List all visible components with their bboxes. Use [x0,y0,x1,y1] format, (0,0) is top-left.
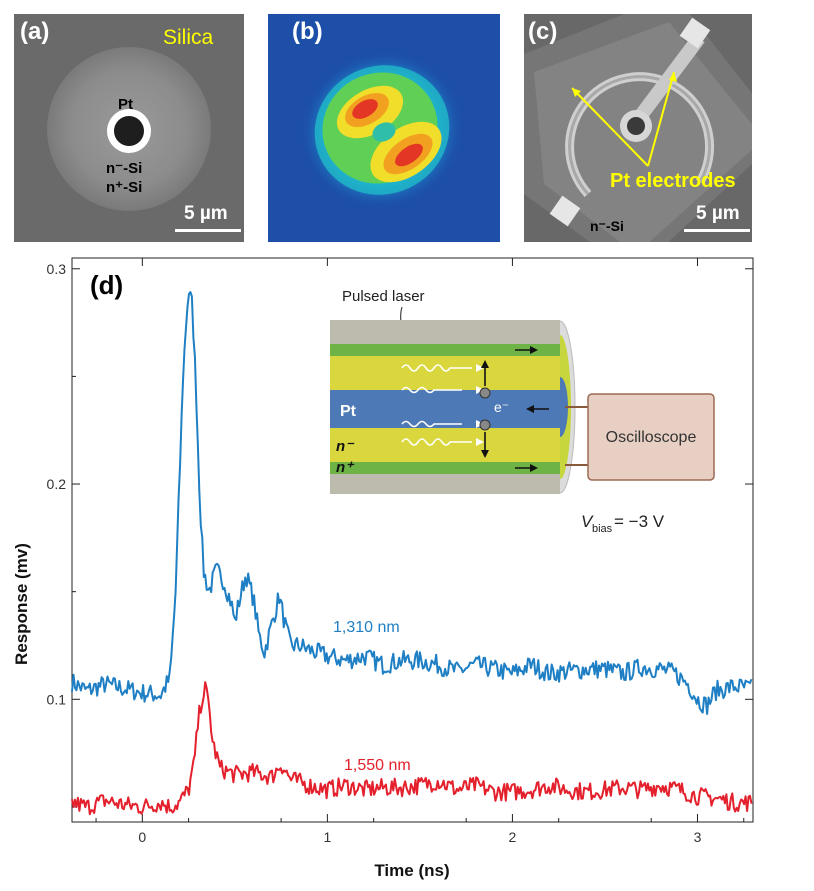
inset-pt-label: Pt [340,403,357,420]
panel-d-label: (d) [90,270,123,300]
pt-core-layer [330,390,560,428]
series-label-1550: 1,550 nm [344,757,411,774]
y-axis-title: Response (mv) [12,543,31,665]
scale-label-c: 5 µm [696,203,740,224]
callout-arrow-left [571,87,649,167]
panel-a: (a) Silica Pt n⁻-Si n⁺-Si 5 µm [14,14,244,242]
plot-frame [71,257,754,823]
callout-arrow-right [647,71,675,167]
pulsed-laser-label: Pulsed laser [342,288,425,305]
x-tick-label-3: 3 [694,829,702,845]
vbias-symbol: V [581,512,594,531]
panel-b: (b) [268,14,500,242]
n-plus-si-label: n⁺-Si [106,179,143,196]
vbias-value: = −3 V [614,512,665,531]
n-plus-layer-bottom [330,462,560,474]
oscilloscope-box [587,393,715,481]
panel-a-label: (a) [20,18,50,45]
y-tick-label-2: 0.3 [47,261,67,277]
silica-label: Silica [163,26,214,49]
panel-c: (c) Pt electrodes n⁻-Si 5 µm [524,14,752,242]
pt-core [114,116,144,146]
electron-bottom [479,419,491,431]
series-label-1310: 1,310 nm [333,619,400,636]
n-minus-si-label: n⁻-Si [106,160,143,177]
n-minus-si-label-c: n⁻-Si [590,218,624,234]
n-minus-layer-top [330,356,560,390]
x-tick-label-2: 2 [509,829,517,845]
x-axis-title: Time (ns) [374,861,449,880]
y-tick-label-1: 0.2 [47,476,67,492]
series-line-1550nm [71,681,753,816]
electron-top [479,387,491,399]
panel-b-mode-image [300,51,464,209]
panel-a-image [47,47,211,211]
panel-d-chart: 0 1 2 3 0.1 0.2 0.3 Time (ns) Response (mv) (d… [0,250,814,886]
n-plus-layer-top [330,344,560,356]
panel-c-image [524,14,752,242]
pt-electrodes-label: Pt electrodes [610,170,736,192]
oscilloscope-label: Oscilloscope [606,429,697,446]
inset-n-plus-label: n⁺ [336,459,355,476]
inset-n-minus-label: n⁻ [336,438,355,455]
scale-label-a: 5 µm [184,203,228,224]
series-line-1310nm [71,291,753,715]
vbias-subscript: bias [592,523,613,535]
panel-c-label: (c) [528,18,558,45]
x-tick-label-1: 1 [323,829,331,845]
scale-bar-c [684,229,750,232]
y-tick-label-0: 0.1 [47,691,67,707]
inset-schematic: Pulsed laser [330,288,715,535]
chart-svg: 0 1 2 3 0.1 0.2 0.3 Time (ns) Response (mv) (d… [12,257,754,880]
panel-b-label: (b) [292,18,323,45]
pt-label: Pt [118,96,133,113]
scale-bar-a [175,229,241,232]
x-tick-label-0: 0 [138,829,146,845]
electron-label: e⁻ [494,399,509,415]
